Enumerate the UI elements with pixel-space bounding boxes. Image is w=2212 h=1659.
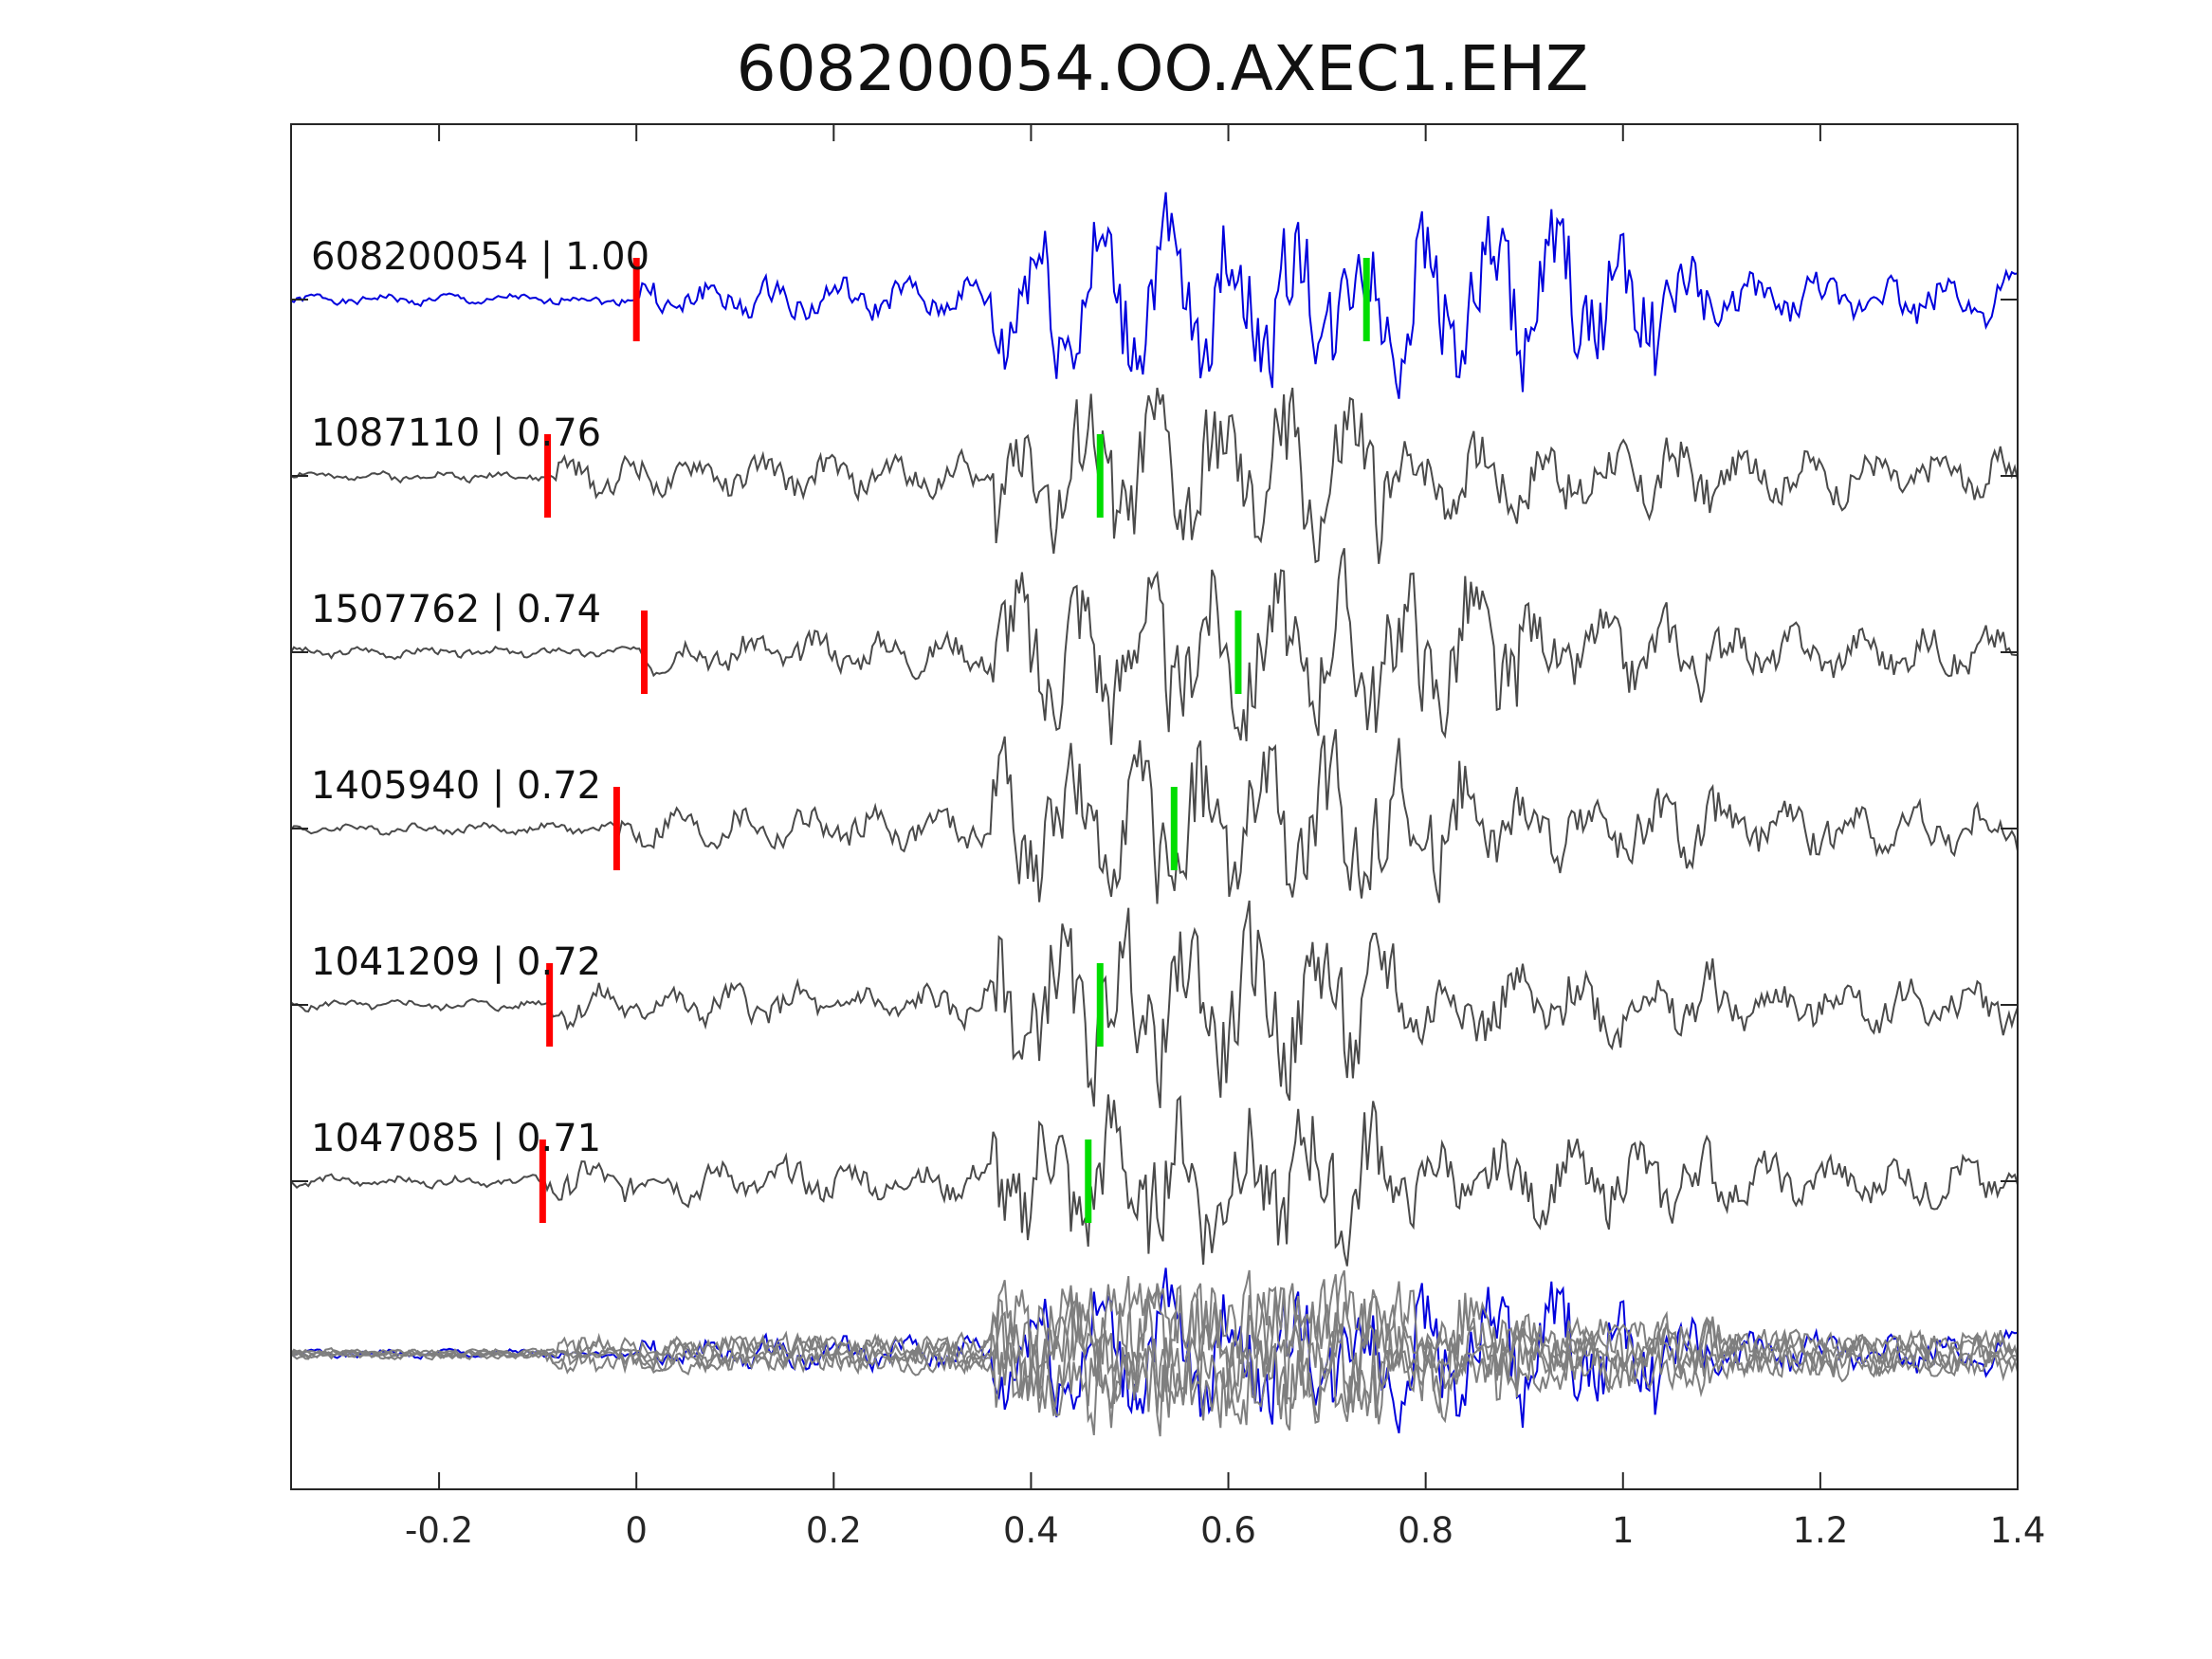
x-tick-label: 1 (1612, 1510, 1635, 1551)
x-tick-label: 1.4 (1990, 1510, 2046, 1551)
trace-label-1087110: 1087110 | 0.76 (311, 411, 601, 455)
x-tick-label: 0.4 (1003, 1510, 1059, 1551)
x-tick-label: -0.2 (405, 1510, 473, 1551)
trace-line-1047085 (290, 1094, 2019, 1267)
x-tick-label: 0.2 (806, 1510, 862, 1551)
stack-overlay (290, 1267, 2019, 1437)
traces-layer (290, 191, 2019, 1267)
trace-line-1405940 (290, 729, 2019, 904)
stack-line-1047085 (290, 1284, 2019, 1422)
x-tick-label: 1.2 (1792, 1510, 1848, 1551)
picks-layer (539, 258, 1370, 1223)
trace-label-608200054: 608200054 | 1.00 (311, 235, 649, 279)
trace-label-1507762: 1507762 | 0.74 (311, 588, 601, 631)
x-tick-label: 0 (625, 1510, 648, 1551)
chart-title: 608200054.OO.AXEC1.EHZ (737, 32, 1589, 105)
trace-line-1507762 (290, 547, 2019, 745)
stack-line-1041209 (290, 1269, 2019, 1437)
trace-line-1041209 (290, 900, 2019, 1108)
trace-label-1405940: 1405940 | 0.72 (311, 764, 601, 808)
x-tick-label: 0.8 (1398, 1510, 1453, 1551)
plot-frame (290, 123, 2019, 1490)
trace-line-1087110 (290, 387, 2019, 564)
x-axis-ticks: -0.2 0 0.2 0.4 0.6 0.8 1 1.2 1.4 (291, 124, 2045, 1551)
trace-labels: 608200054 | 1.00 1087110 | 0.76 1507762 | … (311, 235, 649, 1160)
x-tick-label: 0.6 (1200, 1510, 1256, 1551)
trace-label-1047085: 1047085 | 0.71 (311, 1117, 601, 1160)
trace-label-1041209: 1041209 | 0.72 (311, 940, 601, 984)
trace-line-608200054 (290, 191, 2019, 399)
